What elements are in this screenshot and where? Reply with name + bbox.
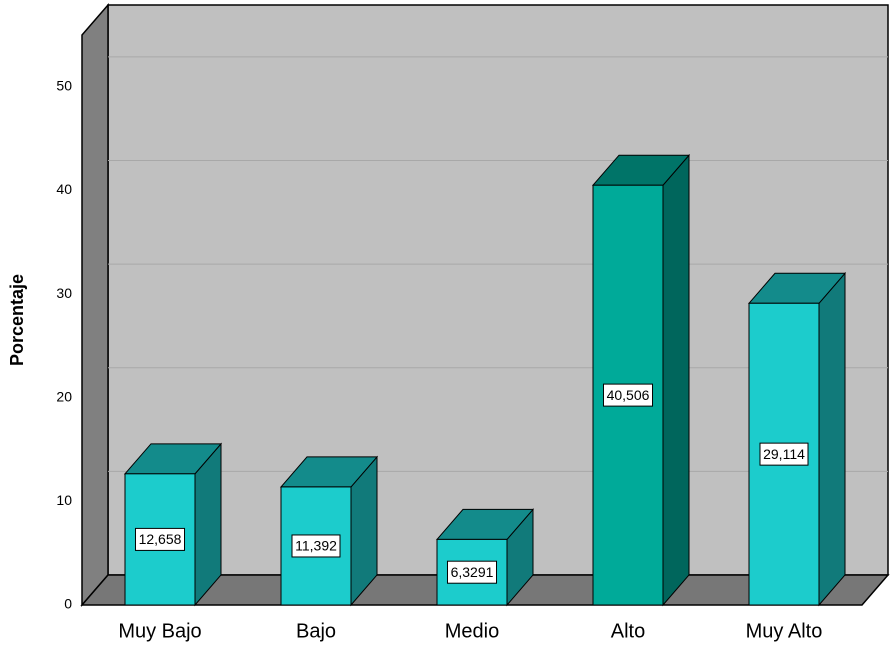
y-tick-label: 10 (56, 492, 72, 508)
value-label: 40,506 (607, 387, 650, 403)
y-tick-label: 0 (64, 596, 72, 612)
x-tick-label: Muy Bajo (118, 620, 201, 642)
left-wall (81, 2, 109, 608)
value-label-box (134, 527, 186, 551)
value-label-box (446, 560, 498, 584)
value-label: 12,658 (139, 531, 182, 547)
value-label-box (602, 383, 654, 407)
value-label: 29,114 (763, 446, 805, 462)
x-tick-label: Bajo (296, 620, 336, 642)
y-tick-label: 40 (56, 181, 72, 197)
y-tick-label: 20 (56, 388, 72, 404)
x-tick-label: Alto (611, 620, 645, 642)
x-tick-label: Medio (445, 620, 499, 642)
y-axis-label: Porcentaje (7, 274, 27, 366)
value-label-box (291, 534, 341, 558)
value-label-box (759, 442, 809, 466)
value-label: 11,392 (295, 538, 337, 554)
bar-side (818, 271, 846, 607)
y-tick-label: 30 (56, 285, 72, 301)
y-tick-label: 50 (56, 78, 72, 94)
x-tick-label: Muy Alto (746, 620, 823, 642)
value-label: 6,3291 (451, 564, 494, 580)
bar-side (662, 153, 690, 607)
